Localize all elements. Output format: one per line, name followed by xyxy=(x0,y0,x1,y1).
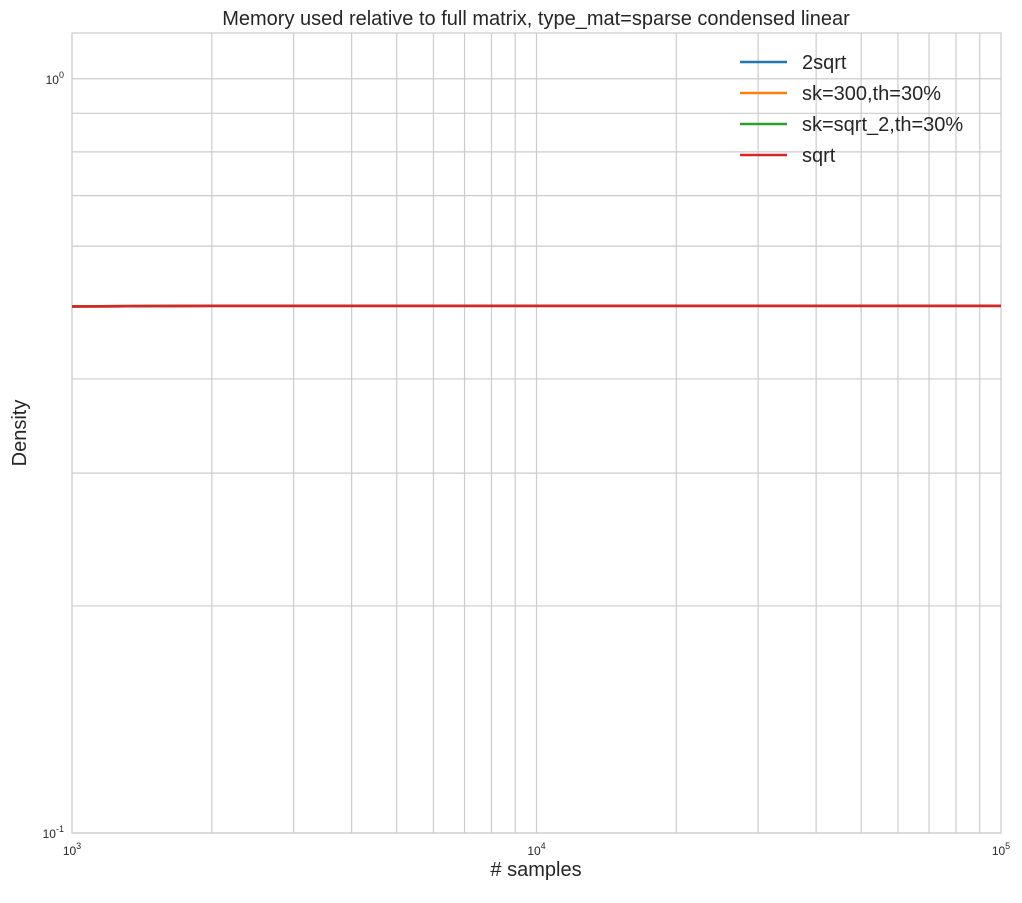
y-tick-label: 10-1 xyxy=(43,824,64,841)
y-axis-label: Density xyxy=(9,400,31,467)
series-layer xyxy=(71,304,1001,308)
x-tick-label: 104 xyxy=(527,841,545,858)
x-tick-label: 103 xyxy=(63,841,81,858)
legend-label: sk=300,th=30% xyxy=(802,83,941,105)
plot-frame xyxy=(71,32,1002,834)
grid-layer xyxy=(71,33,1001,834)
legend-label: sqrt xyxy=(802,145,836,167)
chart-title: Memory used relative to full matrix, typ… xyxy=(222,8,850,30)
legend-label: sk=sqrt_2,th=30% xyxy=(802,114,963,136)
x-tick-label: 105 xyxy=(992,841,1010,858)
x-axis-label: # samples xyxy=(490,859,581,881)
legend-label: 2sqrt xyxy=(802,52,847,74)
series-line-sqrt xyxy=(71,304,1001,308)
y-tick-label: 100 xyxy=(46,70,64,87)
tick-label-layer: 103 104 105 10-1 100 xyxy=(43,70,1011,858)
legend: 2sqrt sk=300,th=30% sk=sqrt_2,th=30%sqrt xyxy=(740,52,963,167)
